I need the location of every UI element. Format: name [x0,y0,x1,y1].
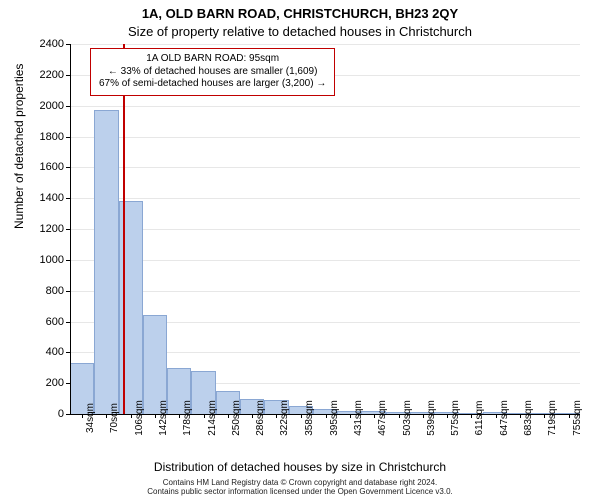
y-tick-mark [66,352,70,353]
x-tick-label: 286sqm [255,400,266,436]
x-tick-mark [423,414,424,418]
annotation-box: 1A OLD BARN ROAD: 95sqm ← 33% of detache… [90,48,335,96]
y-tick-mark [66,383,70,384]
x-axis-label: Distribution of detached houses by size … [0,460,600,474]
x-tick-label: 431sqm [353,400,364,436]
footer-line-1: Contains HM Land Registry data © Crown c… [163,478,438,487]
plot-area [70,44,580,414]
x-tick-mark [326,414,327,418]
histogram-bar [119,201,143,414]
x-tick-label: 70sqm [109,403,120,433]
x-tick-label: 358sqm [304,400,315,436]
gridline [70,167,580,168]
y-tick-mark [66,137,70,138]
histogram-bar [143,315,167,414]
y-tick-mark [66,44,70,45]
x-tick-mark [252,414,253,418]
y-tick-mark [66,229,70,230]
gridline [70,198,580,199]
y-tick-mark [66,75,70,76]
x-tick-mark [204,414,205,418]
y-tick-mark [66,106,70,107]
y-tick-label: 2200 [40,69,64,81]
x-tick-label: 575sqm [450,400,461,436]
x-tick-mark [131,414,132,418]
footer-line-2: Contains public sector information licen… [147,487,453,496]
property-marker-line [123,44,125,414]
x-tick-mark [179,414,180,418]
y-axis-label: Number of detached properties [12,64,26,229]
x-tick-label: 106sqm [134,400,145,436]
histogram-bar [94,110,118,414]
x-tick-label: 755sqm [572,400,583,436]
x-tick-label: 683sqm [523,400,534,436]
x-tick-label: 539sqm [426,400,437,436]
x-tick-mark [496,414,497,418]
y-tick-label: 2400 [40,38,64,50]
y-tick-label: 2000 [40,100,64,112]
x-tick-label: 395sqm [329,400,340,436]
y-tick-mark [66,291,70,292]
x-tick-label: 467sqm [377,400,388,436]
x-tick-label: 719sqm [547,400,558,436]
y-tick-label: 1600 [40,161,64,173]
x-tick-mark [471,414,472,418]
y-tick-mark [66,167,70,168]
gridline [70,137,580,138]
x-tick-mark [447,414,448,418]
footer: Contains HM Land Registry data © Crown c… [0,478,600,496]
x-tick-mark [276,414,277,418]
x-tick-label: 34sqm [85,403,96,433]
x-tick-mark [350,414,351,418]
y-tick-label: 1000 [40,254,64,266]
y-tick-label: 1400 [40,192,64,204]
y-tick-label: 0 [58,408,64,420]
y-tick-label: 200 [46,377,64,389]
gridline [70,44,580,45]
annotation-line-3: 67% of semi-detached houses are larger (… [99,78,326,91]
annotation-line-2: ← 33% of detached houses are smaller (1,… [99,66,326,79]
y-tick-label: 600 [46,316,64,328]
x-tick-label: 611sqm [474,401,485,436]
x-tick-label: 322sqm [279,400,290,436]
y-tick-label: 1800 [40,131,64,143]
x-tick-label: 178sqm [182,400,193,436]
x-tick-mark [228,414,229,418]
y-tick-label: 800 [46,285,64,297]
x-tick-mark [374,414,375,418]
x-tick-mark [82,414,83,418]
x-tick-label: 250sqm [231,400,242,436]
x-tick-label: 142sqm [158,400,169,436]
x-tick-mark [569,414,570,418]
x-tick-mark [399,414,400,418]
x-tick-mark [520,414,521,418]
gridline [70,291,580,292]
annotation-line-1: 1A OLD BARN ROAD: 95sqm [99,53,326,66]
y-tick-mark [66,414,70,415]
y-tick-label: 400 [46,346,64,358]
x-tick-label: 503sqm [402,400,413,436]
y-tick-mark [66,322,70,323]
x-tick-mark [544,414,545,418]
y-tick-mark [66,260,70,261]
gridline [70,260,580,261]
y-axis-line [70,44,71,414]
gridline [70,106,580,107]
x-tick-mark [301,414,302,418]
gridline [70,229,580,230]
x-tick-label: 647sqm [499,400,510,436]
x-tick-label: 214sqm [207,400,218,436]
x-tick-mark [106,414,107,418]
chart-title: Size of property relative to detached ho… [0,24,600,39]
y-tick-label: 1200 [40,223,64,235]
y-tick-mark [66,198,70,199]
x-tick-mark [155,414,156,418]
super-title: 1A, OLD BARN ROAD, CHRISTCHURCH, BH23 2Q… [0,6,600,21]
